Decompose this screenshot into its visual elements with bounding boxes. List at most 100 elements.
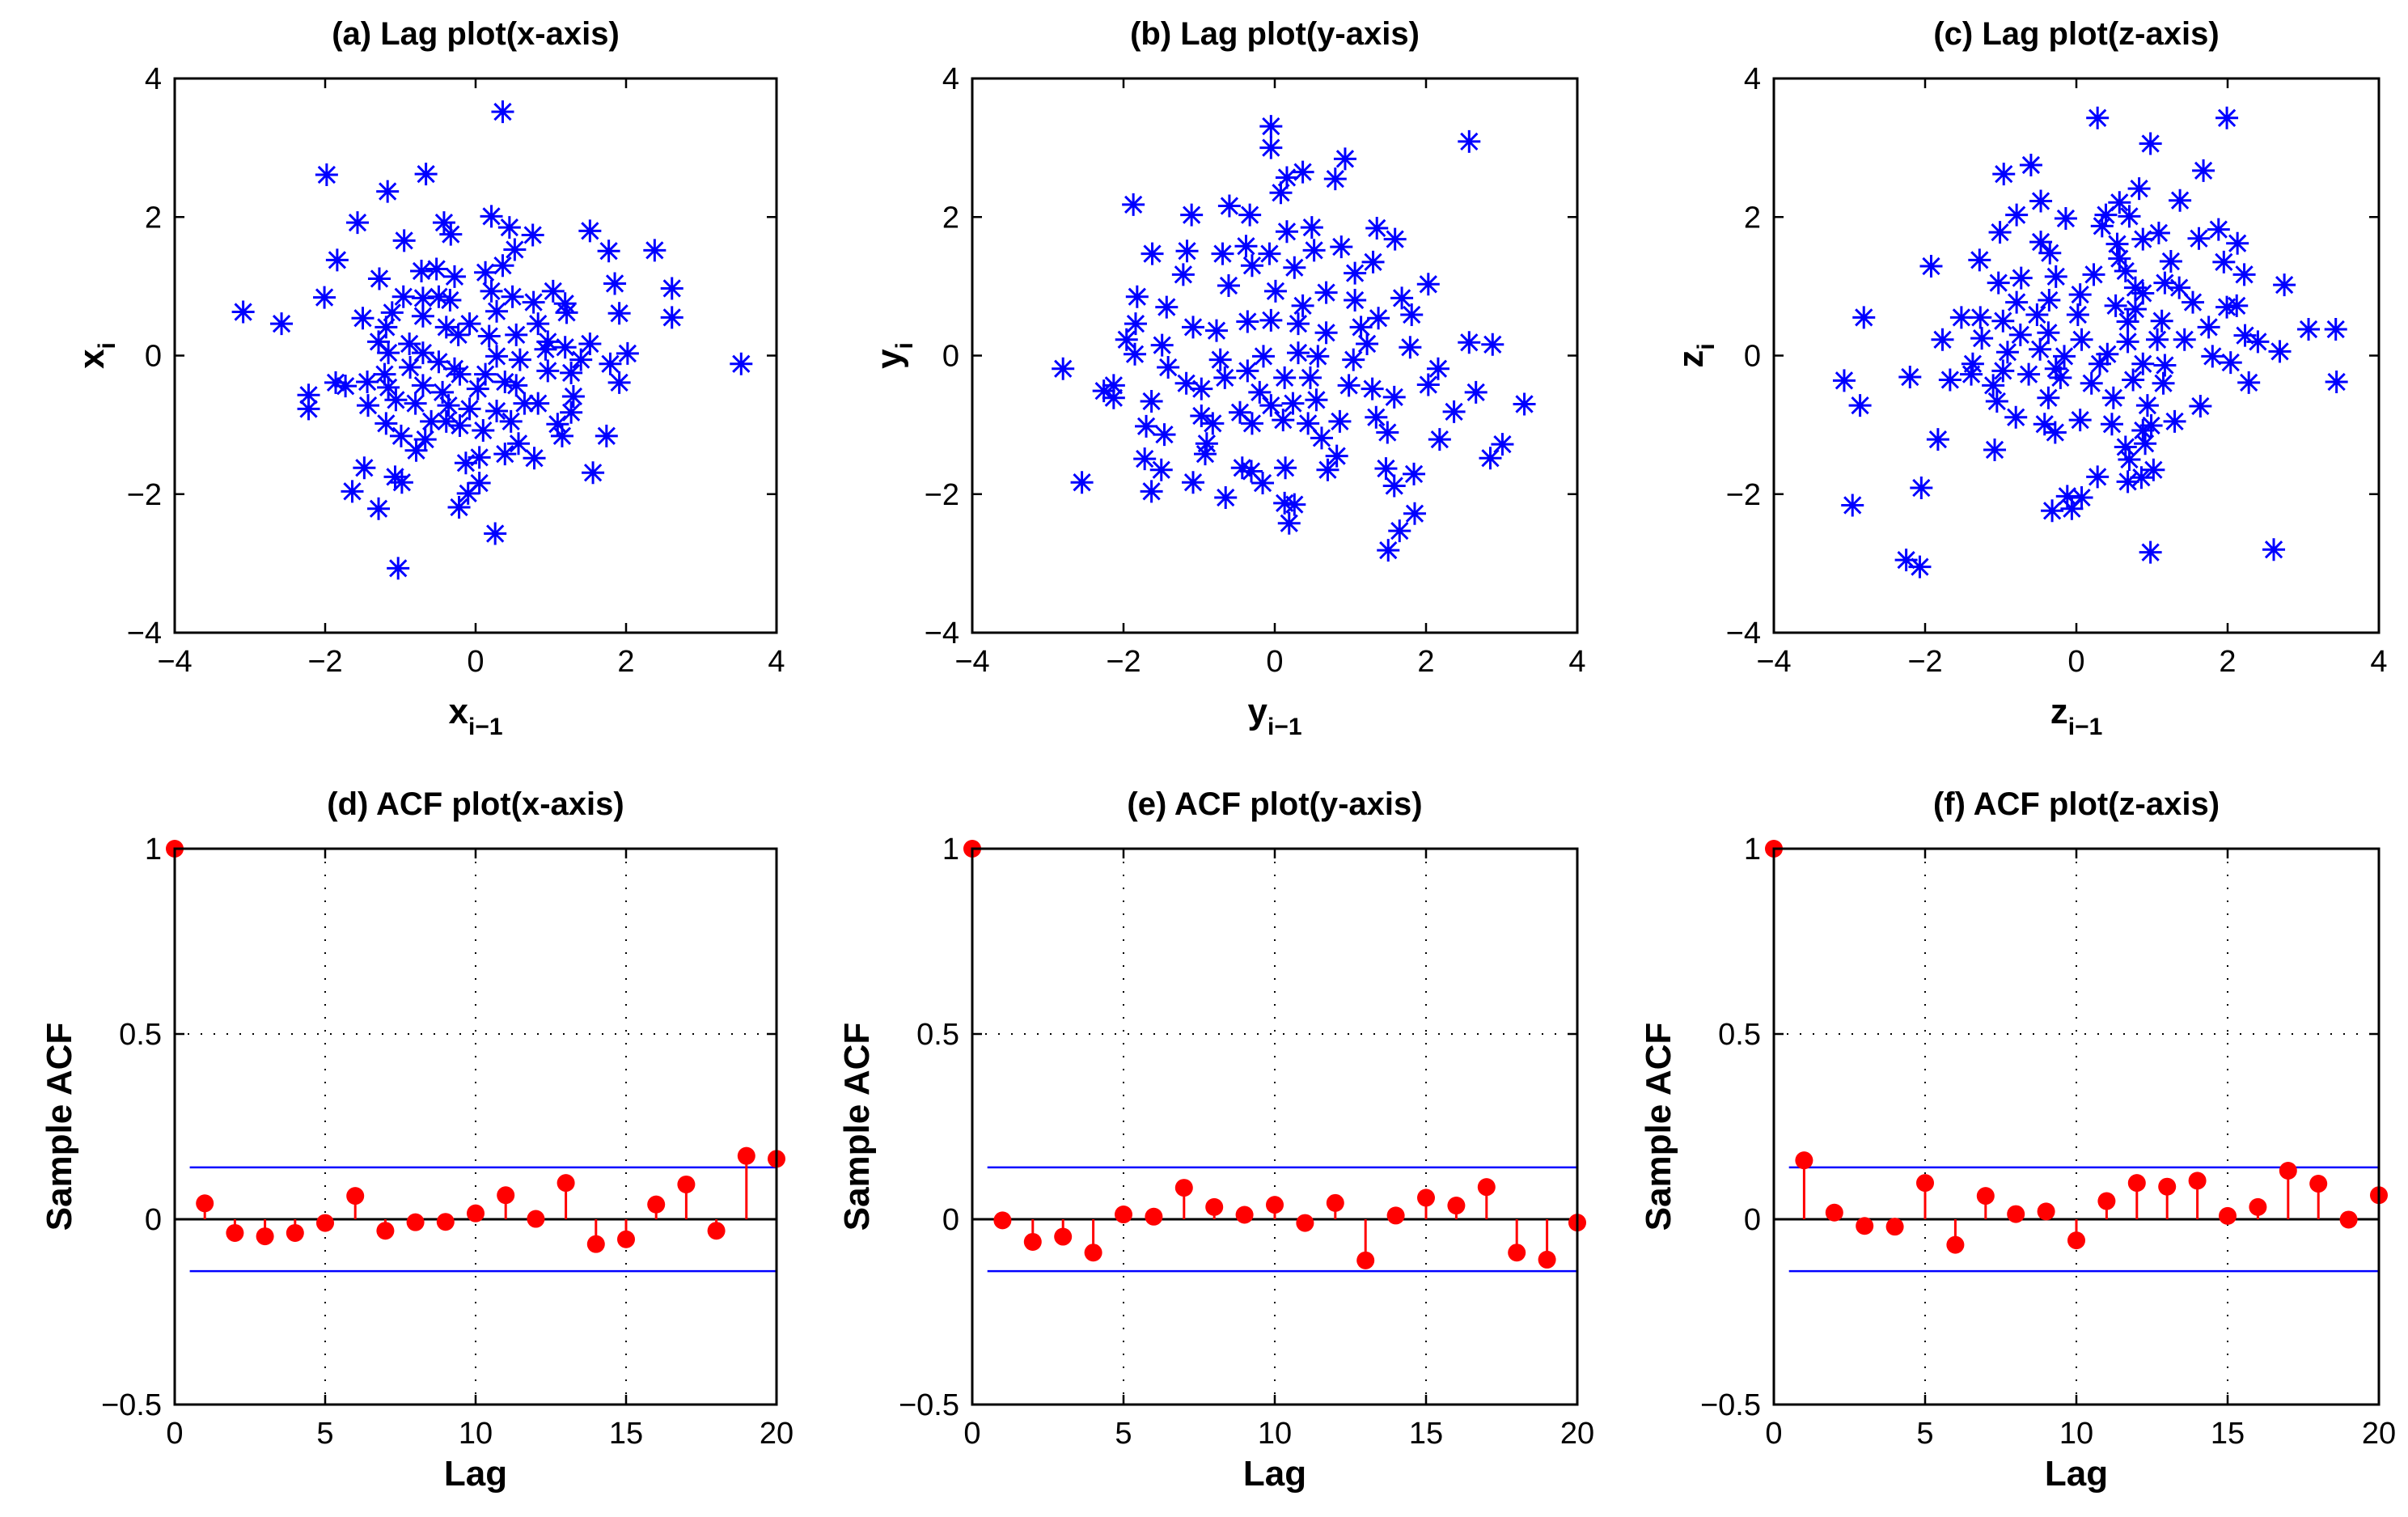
y-tick-label: 0 — [145, 340, 162, 374]
data-point — [1259, 115, 1283, 138]
x-tick-label: 5 — [1916, 1417, 1933, 1451]
data-point — [1140, 480, 1163, 503]
data-point — [2169, 189, 2192, 212]
data-point — [499, 409, 523, 433]
data-point — [1848, 394, 1872, 417]
data-point — [1382, 385, 1406, 409]
data-point — [2324, 317, 2347, 341]
data-point — [1263, 279, 1287, 303]
data-point — [448, 362, 472, 386]
data-point — [448, 413, 472, 437]
x-tick-label: 10 — [459, 1417, 493, 1451]
y-tick-label: 4 — [145, 62, 162, 96]
data-point — [1213, 366, 1237, 389]
data-point — [1240, 460, 1263, 483]
data-point — [1491, 433, 1514, 456]
data-point — [1052, 357, 1075, 380]
acf-marker — [707, 1222, 726, 1240]
data-point — [376, 180, 400, 203]
data-point — [427, 350, 451, 374]
data-point — [1968, 248, 1991, 272]
data-point — [472, 418, 495, 442]
data-point — [536, 330, 560, 354]
data-point — [1365, 216, 1389, 239]
data-point — [1135, 414, 1158, 438]
data-point — [569, 348, 593, 371]
data-point — [2146, 328, 2169, 351]
data-point — [1240, 254, 1263, 278]
data-point — [380, 301, 404, 324]
data-point — [553, 292, 577, 316]
data-point — [2273, 273, 2296, 297]
data-point — [404, 439, 428, 462]
acf-marker — [1508, 1244, 1526, 1262]
data-point — [2131, 227, 2155, 251]
acf-marker — [1946, 1235, 1965, 1254]
data-point — [643, 239, 667, 262]
data-point — [2004, 405, 2028, 429]
data-point — [508, 348, 531, 371]
data-point — [432, 211, 455, 235]
data-point — [1361, 250, 1385, 273]
x-axis-label: Lag — [1243, 1454, 1306, 1494]
data-point — [375, 412, 398, 435]
data-point — [404, 392, 427, 415]
data-point — [356, 371, 379, 394]
acf-marker — [1054, 1227, 1073, 1246]
data-point — [1217, 274, 1240, 298]
y-tick-label: −4 — [1726, 617, 1761, 650]
data-point — [377, 341, 400, 365]
data-point — [297, 397, 320, 421]
data-point — [458, 312, 481, 336]
data-point — [2152, 371, 2175, 395]
y-tick-label: −4 — [925, 617, 959, 650]
x-axis-label-subscript: i−1 — [2068, 714, 2103, 740]
data-point — [1390, 286, 1414, 310]
x-axis-label-main: z — [2050, 692, 2068, 731]
data-point — [553, 336, 577, 359]
data-point — [391, 285, 415, 308]
data-point — [2130, 466, 2153, 489]
data-point — [1988, 221, 2012, 244]
x-tick-label: 0 — [1266, 645, 1283, 679]
acf-marker — [1538, 1250, 1556, 1269]
data-point — [351, 307, 375, 330]
data-point — [1251, 345, 1275, 368]
acf-marker — [256, 1227, 274, 1246]
data-point — [2233, 324, 2257, 347]
data-point — [1481, 333, 1504, 356]
data-point — [1102, 374, 1125, 397]
y-tick-label: 2 — [145, 201, 162, 235]
data-point — [2153, 354, 2177, 377]
subplot-d: (d) ACF plot(x-axis)0 5 10 15 20−0.500.51Lag… — [40, 786, 793, 1494]
data-point — [474, 261, 497, 284]
data-point — [2060, 497, 2084, 520]
data-point — [1140, 390, 1163, 413]
x-tick-label: 5 — [316, 1417, 333, 1451]
data-point — [607, 371, 631, 394]
data-point — [555, 301, 578, 324]
data-point — [1281, 392, 1305, 415]
data-point — [446, 323, 470, 346]
data-point — [1970, 327, 1994, 350]
acf-marker — [647, 1195, 666, 1214]
data-point — [1383, 227, 1407, 251]
acf-marker — [2279, 1162, 2297, 1180]
data-point — [1361, 377, 1384, 400]
acf-marker — [677, 1175, 696, 1193]
data-point — [1832, 369, 1856, 392]
data-point — [2118, 205, 2141, 228]
axes-box — [173, 77, 778, 634]
data-point — [2108, 247, 2131, 270]
data-point — [2070, 486, 2093, 510]
data-point — [1275, 220, 1298, 244]
data-point — [1286, 341, 1310, 365]
data-point — [1416, 273, 1440, 296]
data-point — [1291, 160, 1314, 184]
data-point — [367, 330, 391, 354]
data-point — [1228, 400, 1251, 424]
data-point — [1297, 412, 1320, 435]
data-point — [2150, 309, 2173, 333]
acf-marker — [2339, 1210, 2358, 1229]
data-point — [2096, 342, 2119, 366]
